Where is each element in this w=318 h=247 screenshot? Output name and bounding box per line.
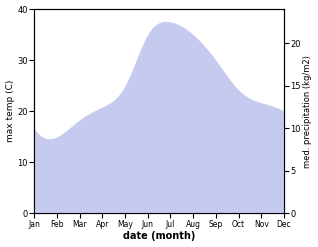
- Y-axis label: max temp (C): max temp (C): [5, 80, 15, 143]
- X-axis label: date (month): date (month): [123, 231, 195, 242]
- Y-axis label: med. precipitation (kg/m2): med. precipitation (kg/m2): [303, 55, 313, 168]
